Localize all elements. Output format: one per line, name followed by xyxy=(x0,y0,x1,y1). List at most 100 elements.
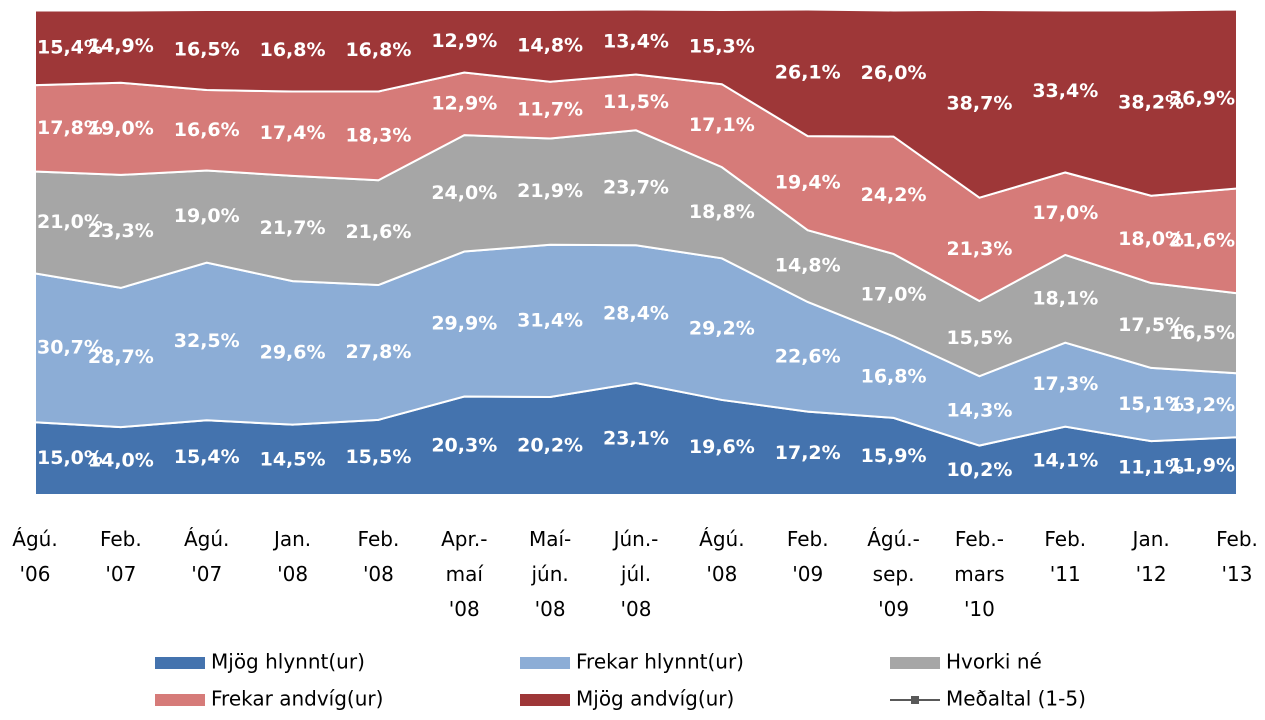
value-label: 24,2% xyxy=(861,184,927,206)
value-label: 11,1% xyxy=(1118,457,1184,479)
x-tick-label: Apr.-maí '08 xyxy=(441,527,487,621)
legend-label: Frekar andvíg(ur) xyxy=(211,687,383,711)
value-label: 14,8% xyxy=(517,34,583,56)
legend-marker xyxy=(911,696,919,704)
value-label: 17,4% xyxy=(260,122,326,144)
legend-label: Frekar hlynnt(ur) xyxy=(576,650,744,674)
legend-swatch xyxy=(155,694,205,706)
x-tick-label: Ágú. '06 xyxy=(12,527,57,586)
x-tick-label: Feb. '09 xyxy=(787,527,829,586)
value-label: 24,0% xyxy=(431,182,497,204)
legend-swatch xyxy=(520,657,570,669)
value-label: 27,8% xyxy=(345,341,411,363)
value-label: 19,0% xyxy=(88,117,154,139)
value-label: 21,7% xyxy=(260,217,326,239)
value-label: 26,1% xyxy=(775,61,841,83)
value-label: 16,6% xyxy=(174,119,240,141)
value-label: 14,1% xyxy=(1032,449,1098,471)
value-label: 15,4% xyxy=(37,36,103,58)
value-label: 13,2% xyxy=(1169,394,1235,416)
area xyxy=(34,8,1238,199)
value-label: 14,0% xyxy=(88,450,154,472)
value-label: 21,0% xyxy=(37,211,103,233)
x-tick-label: Feb.-mars '10 xyxy=(954,527,1004,621)
x-tick-label: Maí-jún. '08 xyxy=(529,527,571,621)
value-label: 21,3% xyxy=(946,238,1012,260)
value-label: 20,2% xyxy=(517,435,583,457)
value-label: 23,3% xyxy=(88,220,154,242)
value-label: 14,3% xyxy=(946,399,1012,421)
value-label: 21,6% xyxy=(345,221,411,243)
x-tick-label: Ágú. '07 xyxy=(184,527,229,586)
x-tick-label: Jan. '08 xyxy=(272,527,311,586)
x-tick-label: Feb. '13 xyxy=(1216,527,1258,586)
value-label: 16,5% xyxy=(174,39,240,61)
value-label: 29,6% xyxy=(260,341,326,363)
legend-label: Mjög andvíg(ur) xyxy=(576,687,734,711)
value-label: 17,0% xyxy=(861,284,927,306)
value-label: 18,3% xyxy=(345,124,411,146)
value-label: 21,6% xyxy=(1169,229,1235,251)
value-label: 15,4% xyxy=(174,446,240,468)
value-label: 17,5% xyxy=(1118,314,1184,336)
x-tick-label: Jún.-júl. '08 xyxy=(612,527,659,621)
value-label: 17,8% xyxy=(37,117,103,139)
value-label: 21,9% xyxy=(517,180,583,202)
value-label: 19,6% xyxy=(689,436,755,458)
value-label: 14,5% xyxy=(260,448,326,470)
legend-label: Meðaltal (1-5) xyxy=(946,687,1086,711)
value-label: 30,7% xyxy=(37,336,103,358)
value-label: 16,5% xyxy=(1169,322,1235,344)
value-label: 17,1% xyxy=(689,114,755,136)
value-label: 16,8% xyxy=(260,39,326,61)
value-label: 15,5% xyxy=(345,446,411,468)
value-label: 11,9% xyxy=(1169,455,1235,477)
value-label: 18,0% xyxy=(1118,228,1184,250)
value-label: 23,7% xyxy=(603,176,669,198)
value-label: 14,9% xyxy=(88,35,154,57)
value-label: 28,4% xyxy=(603,303,669,325)
value-label: 10,2% xyxy=(946,459,1012,481)
value-label: 38,2% xyxy=(1118,92,1184,114)
x-tick-label: Jan. '12 xyxy=(1131,527,1170,586)
value-label: 13,4% xyxy=(603,31,669,53)
value-label: 15,9% xyxy=(861,445,927,467)
legend-swatch xyxy=(520,694,570,706)
x-tick-label: Feb. '07 xyxy=(100,527,142,586)
x-tick-label: Ágú. '08 xyxy=(699,527,744,586)
value-label: 15,3% xyxy=(689,36,755,58)
value-label: 29,9% xyxy=(431,313,497,335)
value-label: 15,5% xyxy=(946,327,1012,349)
x-tick-label: Feb. '11 xyxy=(1044,527,1086,586)
value-label: 11,7% xyxy=(517,99,583,121)
legend-label: Mjög hlynnt(ur) xyxy=(211,650,365,674)
value-label: 17,3% xyxy=(1032,373,1098,395)
value-label: 36,9% xyxy=(1169,87,1235,109)
legend-swatch xyxy=(155,657,205,669)
value-label: 11,5% xyxy=(603,91,669,113)
x-tick-label: Feb. '08 xyxy=(358,527,400,586)
value-label: 14,8% xyxy=(775,255,841,277)
value-label: 23,1% xyxy=(603,427,669,449)
value-label: 15,0% xyxy=(37,447,103,469)
value-label: 18,8% xyxy=(689,201,755,223)
value-label: 22,6% xyxy=(775,345,841,367)
value-label: 26,0% xyxy=(861,62,927,84)
value-label: 16,8% xyxy=(345,39,411,61)
value-label: 31,4% xyxy=(517,309,583,331)
x-tick-label: Ágú.-sep. '09 xyxy=(867,527,920,621)
value-label: 20,3% xyxy=(431,434,497,456)
value-label: 16,8% xyxy=(861,366,927,388)
value-label: 19,0% xyxy=(174,205,240,227)
value-label: 17,0% xyxy=(1032,202,1098,224)
value-label: 19,4% xyxy=(775,172,841,194)
value-label: 32,5% xyxy=(174,330,240,352)
legend-label: Hvorki né xyxy=(946,650,1042,674)
value-label: 28,7% xyxy=(88,346,154,368)
value-label: 33,4% xyxy=(1032,80,1098,102)
value-label: 15,1% xyxy=(1118,393,1184,415)
value-label: 17,2% xyxy=(775,442,841,464)
value-label: 18,1% xyxy=(1032,287,1098,309)
value-label: 38,7% xyxy=(946,92,1012,114)
